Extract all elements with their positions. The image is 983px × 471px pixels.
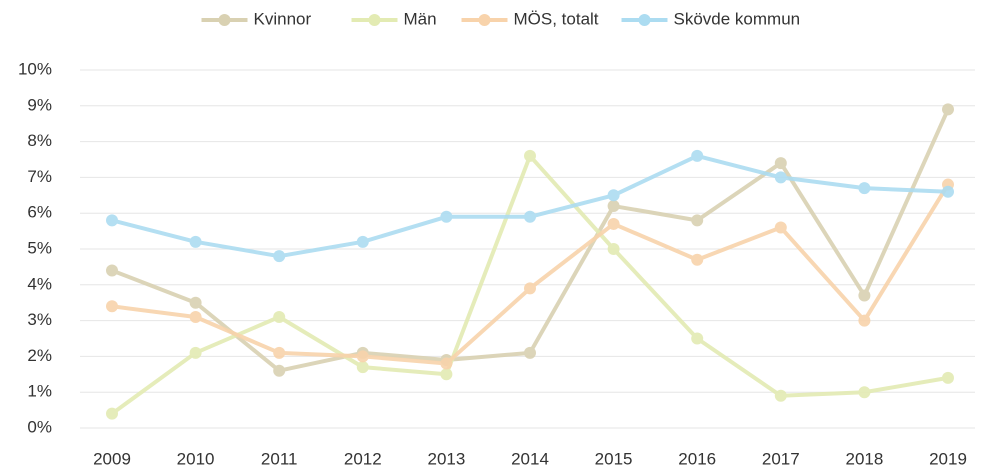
data-point [942, 185, 954, 198]
data-point [273, 364, 286, 377]
data-point [106, 300, 118, 313]
data-point [524, 210, 536, 223]
x-tick-label: 2016 [678, 449, 716, 468]
data-point [942, 371, 954, 384]
data-point [524, 346, 536, 359]
x-tick-label: 2017 [762, 449, 800, 468]
data-point [858, 386, 871, 399]
data-point [273, 250, 286, 263]
data-point [440, 210, 453, 223]
data-point [273, 346, 286, 359]
x-tick-label: 2010 [177, 449, 215, 468]
data-point [858, 289, 871, 302]
data-point [440, 357, 453, 370]
legend-swatch-marker [368, 14, 381, 26]
data-point [774, 221, 787, 234]
data-point [106, 407, 118, 420]
data-point [607, 200, 620, 213]
x-tick-label: 2019 [929, 449, 967, 468]
data-point [774, 389, 787, 402]
series [106, 149, 954, 420]
x-tick-label: 2013 [427, 449, 465, 468]
legend-label: Kvinnor [254, 9, 312, 28]
data-point [774, 171, 787, 184]
x-tick-label: 2012 [344, 449, 382, 468]
legend-swatch-marker [638, 14, 651, 26]
data-point [858, 314, 871, 327]
data-point [524, 149, 536, 162]
data-point [356, 235, 369, 248]
series-line [111, 108, 950, 373]
y-tick-label: 6% [27, 203, 52, 222]
y-tick-label: 1% [27, 382, 52, 401]
data-point [607, 189, 620, 202]
y-tick-label: 4% [27, 274, 52, 293]
data-point [524, 282, 536, 295]
series [106, 103, 954, 377]
legend-label: MÖS, totalt [514, 9, 599, 28]
data-point [691, 149, 704, 162]
legend-label: Skövde kommun [674, 9, 801, 28]
x-tick-label: 2014 [511, 449, 549, 468]
data-point [440, 368, 453, 381]
series-line [111, 153, 949, 259]
data-point [691, 332, 704, 345]
y-tick-label: 9% [27, 95, 52, 114]
y-tick-label: 0% [27, 417, 52, 436]
data-point [356, 361, 369, 374]
data-point [858, 182, 871, 195]
data-point [691, 214, 704, 227]
x-tick-label: 2009 [93, 449, 131, 468]
data-point [189, 235, 202, 248]
data-point [189, 346, 202, 359]
series [106, 178, 954, 370]
data-point [607, 243, 620, 255]
y-tick-label: 7% [27, 167, 52, 186]
x-tick-label: 2015 [595, 449, 633, 468]
series [106, 149, 954, 263]
data-point [189, 311, 202, 324]
data-point [273, 311, 286, 324]
legend-swatch-marker [478, 14, 491, 26]
y-tick-label: 10% [18, 59, 52, 78]
data-point [774, 157, 787, 170]
data-point [189, 296, 202, 309]
x-tick-label: 2018 [845, 449, 883, 468]
x-tick-label: 2011 [261, 449, 298, 468]
legend-swatch-marker [218, 14, 231, 26]
y-tick-label: 5% [27, 238, 52, 257]
y-tick-label: 3% [27, 310, 52, 329]
data-point [607, 217, 620, 230]
data-point [356, 350, 369, 363]
data-point [106, 264, 118, 277]
data-point [942, 103, 954, 116]
data-point [691, 253, 704, 266]
legend-label: Män [404, 9, 437, 28]
y-tick-label: 8% [27, 131, 52, 150]
y-tick-label: 2% [27, 346, 52, 365]
data-point [106, 214, 118, 227]
